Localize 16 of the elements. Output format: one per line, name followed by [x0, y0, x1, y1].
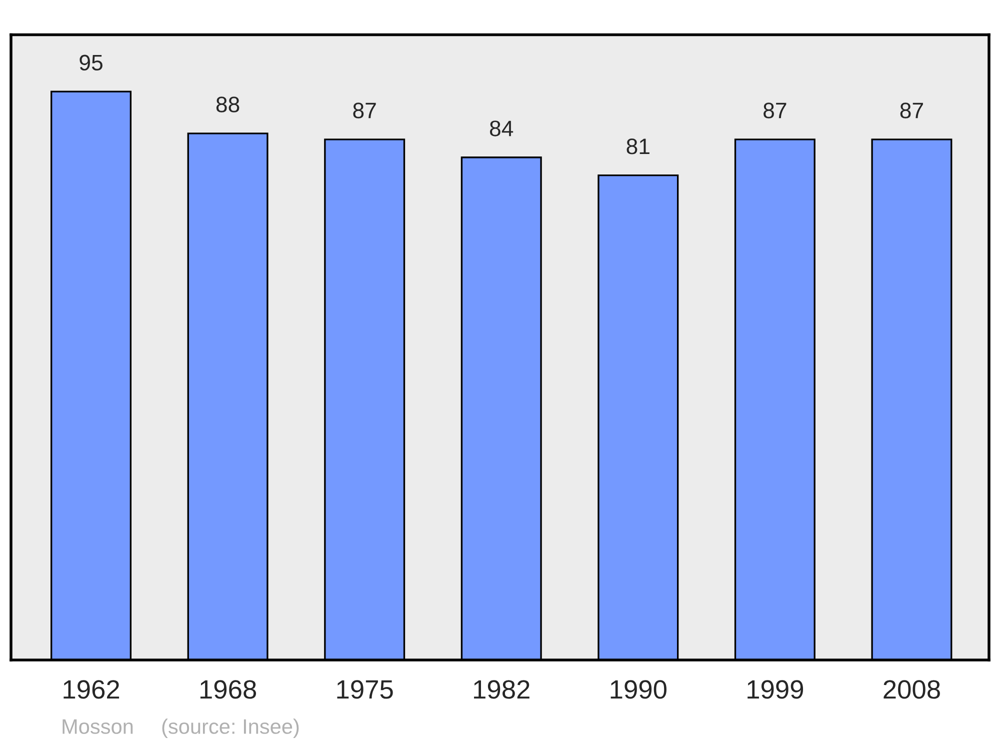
- x-tick-label: 1982: [474, 680, 530, 699]
- text: (source: Insee): [162, 718, 299, 738]
- x-tick-label: 1999: [748, 680, 804, 699]
- x-tick-label: 1968: [200, 680, 256, 699]
- data-label: 87: [764, 102, 786, 118]
- text: Mosson: [62, 719, 133, 734]
- data-label: 88: [216, 96, 240, 112]
- x-tick-label: 1962: [64, 680, 120, 699]
- x-tick-label: 1990: [610, 680, 666, 699]
- data-label: 87: [900, 102, 923, 118]
- x-tick-label: 1975: [337, 680, 393, 699]
- data-label: 81: [626, 138, 650, 154]
- data-label: 84: [490, 120, 514, 136]
- data-label: 95: [80, 54, 102, 71]
- x-tick-label: 2008: [884, 680, 940, 699]
- data-label: 87: [353, 102, 376, 118]
